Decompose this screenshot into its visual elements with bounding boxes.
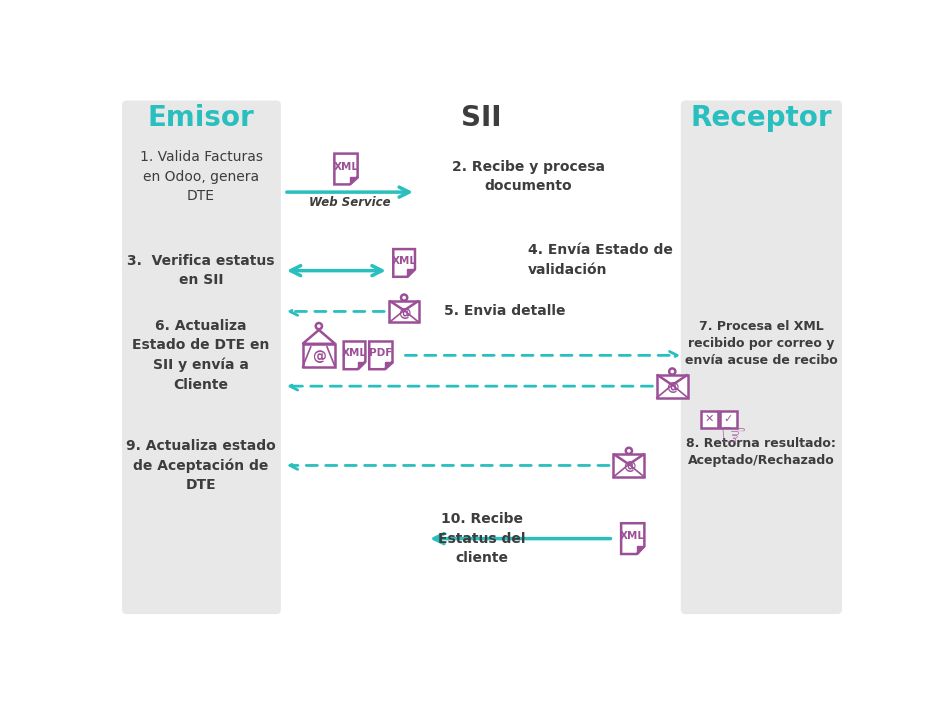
Text: Receptor: Receptor [690,104,832,132]
Circle shape [670,369,675,374]
FancyBboxPatch shape [302,344,335,367]
Text: @: @ [666,381,679,394]
Text: ☞: ☞ [720,423,747,452]
FancyBboxPatch shape [681,101,842,614]
Text: 1. Valida Facturas
en Odoo, genera
DTE: 1. Valida Facturas en Odoo, genera DTE [140,150,263,203]
Text: 9. Actualiza estado
de Aceptación de
DTE: 9. Actualiza estado de Aceptación de DTE [126,439,276,492]
Circle shape [316,323,322,329]
Text: XML: XML [392,256,417,266]
Text: XML: XML [333,162,359,172]
Polygon shape [408,269,415,277]
FancyBboxPatch shape [390,301,419,322]
Text: @: @ [398,306,410,320]
FancyBboxPatch shape [656,374,687,398]
Polygon shape [302,330,335,344]
Polygon shape [385,362,393,369]
Polygon shape [393,249,415,277]
Polygon shape [637,547,644,554]
FancyBboxPatch shape [613,454,644,477]
Text: XML: XML [621,531,645,541]
Text: 10. Recibe
Estatus del
cliente: 10. Recibe Estatus del cliente [438,512,526,565]
Polygon shape [358,362,365,369]
Text: 7. Procesa el XML
recibido por correo y
envía acuse de recibo: 7. Procesa el XML recibido por correo y … [685,320,838,367]
Text: 6. Actualiza
Estado de DTE en
SII y envía a
Cliente: 6. Actualiza Estado de DTE en SII y enví… [132,319,269,392]
Text: PDF: PDF [369,348,393,358]
Polygon shape [334,154,358,184]
Text: 4. Envía Estado de
validación: 4. Envía Estado de validación [528,243,673,277]
Text: SII: SII [461,104,501,132]
Text: ✕: ✕ [705,414,715,424]
Text: ✓: ✓ [723,414,732,424]
Polygon shape [621,523,644,554]
FancyBboxPatch shape [700,411,718,428]
FancyBboxPatch shape [719,411,736,428]
Text: @: @ [312,350,326,364]
Polygon shape [350,177,358,184]
Text: Emisor: Emisor [147,104,254,132]
Circle shape [625,448,632,454]
Text: 2. Recibe y procesa
documento: 2. Recibe y procesa documento [452,160,605,194]
Polygon shape [344,342,365,369]
Text: 5. Envia detalle: 5. Envia detalle [444,304,566,318]
Polygon shape [369,342,393,369]
Text: Web Service: Web Service [309,196,391,209]
Circle shape [401,294,408,301]
Text: XML: XML [342,348,367,358]
Text: @: @ [623,461,635,474]
Text: 8. Retorna resultado:
Aceptado/Rechazado: 8. Retorna resultado: Aceptado/Rechazado [686,437,837,467]
FancyBboxPatch shape [122,101,281,614]
Text: 3.  Verifica estatus
en SII: 3. Verifica estatus en SII [128,254,275,287]
